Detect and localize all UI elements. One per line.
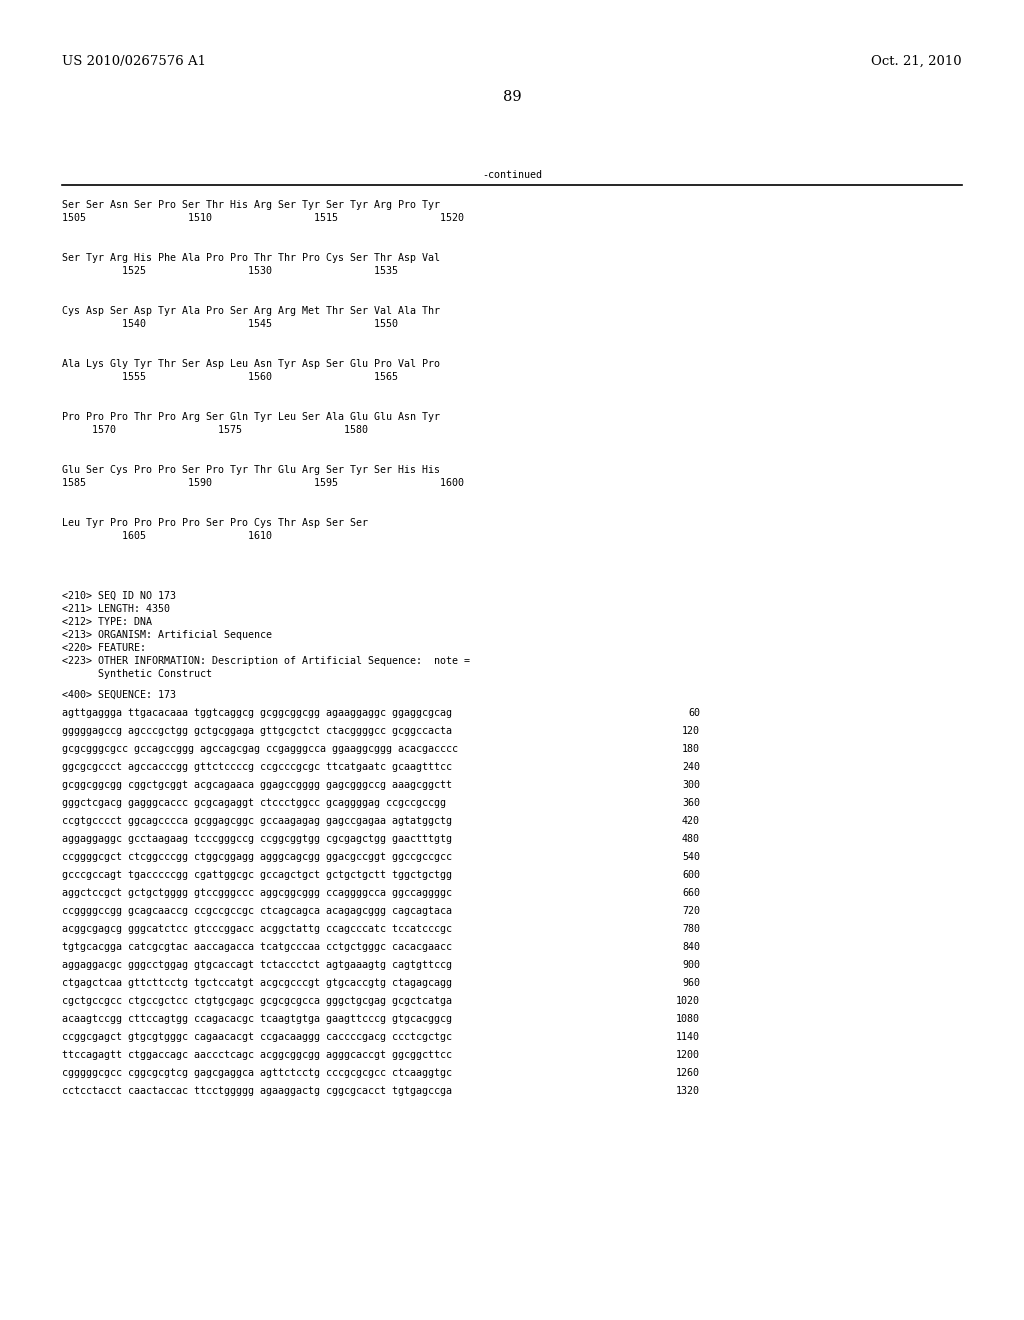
Text: US 2010/0267576 A1: US 2010/0267576 A1 bbox=[62, 55, 206, 69]
Text: gggggagccg agcccgctgg gctgcggaga gttgcgctct ctacggggcc gcggccacta: gggggagccg agcccgctgg gctgcggaga gttgcgc… bbox=[62, 726, 452, 737]
Text: Cys Asp Ser Asp Tyr Ala Pro Ser Arg Arg Met Thr Ser Val Ala Thr: Cys Asp Ser Asp Tyr Ala Pro Ser Arg Arg … bbox=[62, 306, 440, 315]
Text: 89: 89 bbox=[503, 90, 521, 104]
Text: gggctcgacg gagggcaccc gcgcagaggt ctccctggcc gcaggggag ccgccgccgg: gggctcgacg gagggcaccc gcgcagaggt ctccctg… bbox=[62, 799, 446, 808]
Text: 720: 720 bbox=[682, 906, 700, 916]
Text: 360: 360 bbox=[682, 799, 700, 808]
Text: aggaggacgc gggcctggag gtgcaccagt tctaccctct agtgaaagtg cagtgttccg: aggaggacgc gggcctggag gtgcaccagt tctaccc… bbox=[62, 960, 452, 970]
Text: <213> ORGANISM: Artificial Sequence: <213> ORGANISM: Artificial Sequence bbox=[62, 630, 272, 640]
Text: agttgaggga ttgacacaaa tggtcaggcg gcggcggcgg agaaggaggc ggaggcgcag: agttgaggga ttgacacaaa tggtcaggcg gcggcgg… bbox=[62, 708, 452, 718]
Text: 1260: 1260 bbox=[676, 1068, 700, 1078]
Text: 1505                 1510                 1515                 1520: 1505 1510 1515 1520 bbox=[62, 213, 464, 223]
Text: Glu Ser Cys Pro Pro Ser Pro Tyr Thr Glu Arg Ser Tyr Ser His His: Glu Ser Cys Pro Pro Ser Pro Tyr Thr Glu … bbox=[62, 465, 440, 475]
Text: ccggggcgct ctcggcccgg ctggcggagg agggcagcgg ggacgccggt ggccgccgcc: ccggggcgct ctcggcccgg ctggcggagg agggcag… bbox=[62, 851, 452, 862]
Text: aggctccgct gctgctgggg gtccgggccc aggcggcggg ccaggggcca ggccaggggc: aggctccgct gctgctgggg gtccgggccc aggcggc… bbox=[62, 888, 452, 898]
Text: 300: 300 bbox=[682, 780, 700, 789]
Text: gcgcgggcgcc gccagccggg agccagcgag ccgagggcca ggaaggcggg acacgacccc: gcgcgggcgcc gccagccggg agccagcgag ccgagg… bbox=[62, 744, 458, 754]
Text: acaagtccgg cttccagtgg ccagacacgc tcaagtgtga gaagttcccg gtgcacggcg: acaagtccgg cttccagtgg ccagacacgc tcaagtg… bbox=[62, 1014, 452, 1024]
Text: 1200: 1200 bbox=[676, 1049, 700, 1060]
Text: 1080: 1080 bbox=[676, 1014, 700, 1024]
Text: ctgagctcaa gttcttcctg tgctccatgt acgcgcccgt gtgcaccgtg ctagagcagg: ctgagctcaa gttcttcctg tgctccatgt acgcgcc… bbox=[62, 978, 452, 987]
Text: 480: 480 bbox=[682, 834, 700, 843]
Text: 1320: 1320 bbox=[676, 1086, 700, 1096]
Text: ggcgcgccct agccacccgg gttctccccg ccgcccgcgc ttcatgaatc gcaagtttcc: ggcgcgccct agccacccgg gttctccccg ccgcccg… bbox=[62, 762, 452, 772]
Text: <400> SEQUENCE: 173: <400> SEQUENCE: 173 bbox=[62, 690, 176, 700]
Text: -continued: -continued bbox=[482, 170, 542, 180]
Text: 1525                 1530                 1535: 1525 1530 1535 bbox=[62, 267, 398, 276]
Text: 780: 780 bbox=[682, 924, 700, 935]
Text: 600: 600 bbox=[682, 870, 700, 880]
Text: 540: 540 bbox=[682, 851, 700, 862]
Text: Ala Lys Gly Tyr Thr Ser Asp Leu Asn Tyr Asp Ser Glu Pro Val Pro: Ala Lys Gly Tyr Thr Ser Asp Leu Asn Tyr … bbox=[62, 359, 440, 370]
Text: 660: 660 bbox=[682, 888, 700, 898]
Text: 1570                 1575                 1580: 1570 1575 1580 bbox=[62, 425, 368, 436]
Text: 1540                 1545                 1550: 1540 1545 1550 bbox=[62, 319, 398, 329]
Text: Ser Tyr Arg His Phe Ala Pro Pro Thr Thr Pro Cys Ser Thr Asp Val: Ser Tyr Arg His Phe Ala Pro Pro Thr Thr … bbox=[62, 253, 440, 263]
Text: ttccagagtt ctggaccagc aaccctcagc acggcggcgg agggcaccgt ggcggcttcc: ttccagagtt ctggaccagc aaccctcagc acggcgg… bbox=[62, 1049, 452, 1060]
Text: <211> LENGTH: 4350: <211> LENGTH: 4350 bbox=[62, 605, 170, 614]
Text: cgggggcgcc cggcgcgtcg gagcgaggca agttctcctg cccgcgcgcc ctcaaggtgc: cgggggcgcc cggcgcgtcg gagcgaggca agttctc… bbox=[62, 1068, 452, 1078]
Text: 420: 420 bbox=[682, 816, 700, 826]
Text: 1020: 1020 bbox=[676, 997, 700, 1006]
Text: ccggcgagct gtgcgtgggc cagaacacgt ccgacaaggg caccccgacg ccctcgctgc: ccggcgagct gtgcgtgggc cagaacacgt ccgacaa… bbox=[62, 1032, 452, 1041]
Text: 1585                 1590                 1595                 1600: 1585 1590 1595 1600 bbox=[62, 478, 464, 488]
Text: Leu Tyr Pro Pro Pro Pro Ser Pro Cys Thr Asp Ser Ser: Leu Tyr Pro Pro Pro Pro Ser Pro Cys Thr … bbox=[62, 517, 368, 528]
Text: <212> TYPE: DNA: <212> TYPE: DNA bbox=[62, 616, 152, 627]
Text: 840: 840 bbox=[682, 942, 700, 952]
Text: gcccgccagt tgacccccgg cgattggcgc gccagctgct gctgctgctt tggctgctgg: gcccgccagt tgacccccgg cgattggcgc gccagct… bbox=[62, 870, 452, 880]
Text: acggcgagcg gggcatctcc gtcccggacc acggctattg ccagcccatc tccatcccgc: acggcgagcg gggcatctcc gtcccggacc acggcta… bbox=[62, 924, 452, 935]
Text: ccgtgcccct ggcagcccca gcggagcggc gccaagagag gagccgagaa agtatggctg: ccgtgcccct ggcagcccca gcggagcggc gccaaga… bbox=[62, 816, 452, 826]
Text: <210> SEQ ID NO 173: <210> SEQ ID NO 173 bbox=[62, 591, 176, 601]
Text: ccggggccgg gcagcaaccg ccgccgccgc ctcagcagca acagagcggg cagcagtaca: ccggggccgg gcagcaaccg ccgccgccgc ctcagca… bbox=[62, 906, 452, 916]
Text: cgctgccgcc ctgccgctcc ctgtgcgagc gcgcgcgcca gggctgcgag gcgctcatga: cgctgccgcc ctgccgctcc ctgtgcgagc gcgcgcg… bbox=[62, 997, 452, 1006]
Text: Ser Ser Asn Ser Pro Ser Thr His Arg Ser Tyr Ser Tyr Arg Pro Tyr: Ser Ser Asn Ser Pro Ser Thr His Arg Ser … bbox=[62, 201, 440, 210]
Text: Synthetic Construct: Synthetic Construct bbox=[62, 669, 212, 678]
Text: 960: 960 bbox=[682, 978, 700, 987]
Text: 240: 240 bbox=[682, 762, 700, 772]
Text: Pro Pro Pro Thr Pro Arg Ser Gln Tyr Leu Ser Ala Glu Glu Asn Tyr: Pro Pro Pro Thr Pro Arg Ser Gln Tyr Leu … bbox=[62, 412, 440, 422]
Text: 900: 900 bbox=[682, 960, 700, 970]
Text: cctcctacct caactaccac ttcctggggg agaaggactg cggcgcacct tgtgagccga: cctcctacct caactaccac ttcctggggg agaagga… bbox=[62, 1086, 452, 1096]
Text: 1140: 1140 bbox=[676, 1032, 700, 1041]
Text: 1555                 1560                 1565: 1555 1560 1565 bbox=[62, 372, 398, 381]
Text: Oct. 21, 2010: Oct. 21, 2010 bbox=[871, 55, 962, 69]
Text: <220> FEATURE:: <220> FEATURE: bbox=[62, 643, 146, 653]
Text: 1605                 1610: 1605 1610 bbox=[62, 531, 272, 541]
Text: aggaggaggc gcctaagaag tcccgggccg ccggcggtgg cgcgagctgg gaactttgtg: aggaggaggc gcctaagaag tcccgggccg ccggcgg… bbox=[62, 834, 452, 843]
Text: gcggcggcgg cggctgcggt acgcagaaca ggagccgggg gagcgggccg aaagcggctt: gcggcggcgg cggctgcggt acgcagaaca ggagccg… bbox=[62, 780, 452, 789]
Text: 120: 120 bbox=[682, 726, 700, 737]
Text: 60: 60 bbox=[688, 708, 700, 718]
Text: <223> OTHER INFORMATION: Description of Artificial Sequence:  note =: <223> OTHER INFORMATION: Description of … bbox=[62, 656, 470, 667]
Text: tgtgcacgga catcgcgtac aaccagacca tcatgcccaa cctgctgggc cacacgaacc: tgtgcacgga catcgcgtac aaccagacca tcatgcc… bbox=[62, 942, 452, 952]
Text: 180: 180 bbox=[682, 744, 700, 754]
